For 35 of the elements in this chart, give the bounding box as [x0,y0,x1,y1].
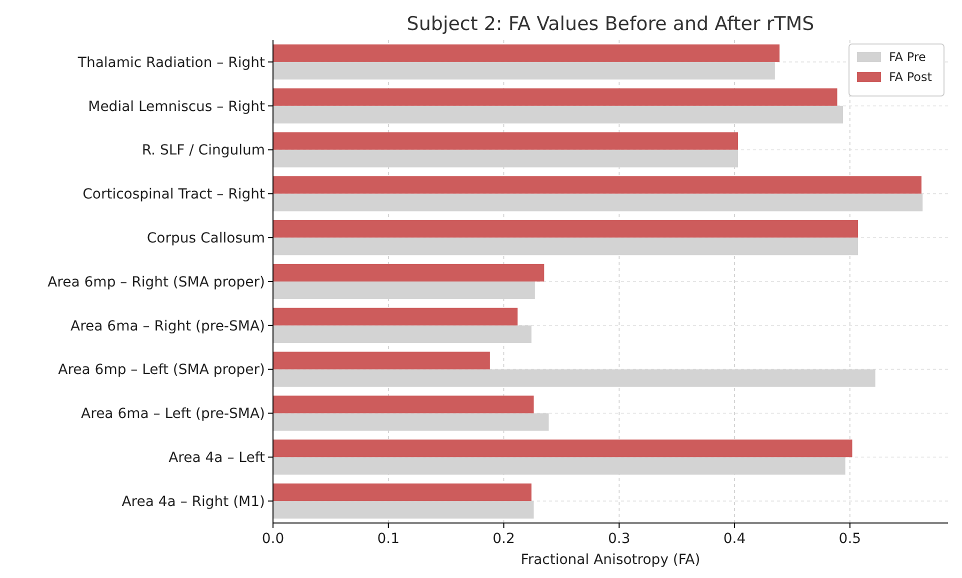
legend-label: FA Post [889,70,932,84]
bar [273,483,532,502]
bar [273,176,922,194]
bar [273,62,775,80]
bar [273,44,780,62]
bar [273,132,738,150]
bar [273,264,544,282]
x-tick-label: 0.2 [492,531,515,547]
bar [273,440,852,458]
bar [273,352,490,370]
y-tick-label: Medial Lemniscus – Right [88,98,266,115]
y-tick-label: Area 6ma – Left (pre-SMA) [81,406,265,422]
bar [273,308,518,326]
x-tick-label: 0.5 [838,531,862,547]
bar [273,194,923,212]
x-tick-label: 0.0 [262,531,284,547]
x-axis-title: Fractional Anisotropy (FA) [520,552,700,568]
x-tick-label: 0.1 [377,531,400,547]
y-tick-label: Thalamic Radiation – Right [76,54,266,71]
y-tick-label: Area 6mp – Right (SMA proper) [48,274,265,290]
y-tick-label: Area 6mp – Left (SMA proper) [58,362,265,378]
bar [273,396,534,414]
bar [273,88,838,106]
y-tick-label: Area 4a – Right (M1) [122,494,265,510]
x-tick-label: 0.3 [608,531,630,547]
x-tick-label: 0.4 [723,531,746,547]
y-tick-label: Corticospinal Tract – Right [82,186,266,203]
bar [273,325,532,343]
y-tick-label: Area 6ma – Right (pre-SMA) [70,318,265,334]
y-tick-label: Area 4a – Left [168,450,266,466]
legend-label: FA Pre [889,50,926,64]
bar [273,220,858,238]
chart-title: Subject 2: FA Values Before and After rTMS [406,13,814,35]
y-tick-label: Corpus Callosum [146,230,265,246]
y-tick-label: R. SLF / Cingulum [142,142,265,159]
